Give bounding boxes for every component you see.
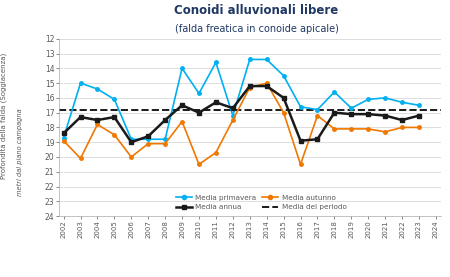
- Media annua: [281, 96, 286, 99]
- Media annua: [145, 135, 151, 138]
- Line: Media autunno: Media autunno: [62, 81, 421, 166]
- Media primavera: [61, 136, 66, 139]
- Media annua: [349, 112, 354, 116]
- Media primavera: [129, 138, 134, 141]
- Media autunno: [298, 163, 303, 166]
- Media annua: [264, 84, 270, 88]
- Media primavera: [180, 67, 185, 70]
- Media autunno: [332, 127, 337, 130]
- Media annua: [129, 140, 134, 144]
- Media primavera: [78, 81, 83, 85]
- Media annua: [365, 112, 371, 116]
- Media annua: [416, 114, 422, 117]
- Media primavera: [416, 104, 422, 107]
- Media autunno: [162, 142, 168, 145]
- Media primavera: [213, 61, 219, 64]
- Media autunno: [213, 151, 219, 154]
- Media annua: [298, 139, 303, 142]
- Media annua: [78, 116, 83, 119]
- Media primavera: [365, 98, 371, 101]
- Media primavera: [281, 74, 286, 77]
- Media primavera: [230, 114, 235, 117]
- Media annua: [399, 118, 405, 122]
- Media primavera: [332, 90, 337, 94]
- Media annua: [112, 116, 117, 119]
- Media autunno: [247, 86, 252, 89]
- Line: Media annua: Media annua: [62, 84, 421, 144]
- Media autunno: [196, 163, 202, 166]
- Media primavera: [95, 87, 100, 91]
- Media autunno: [349, 127, 354, 130]
- Media annua: [61, 132, 66, 135]
- Media autunno: [416, 126, 422, 129]
- Text: Profondità della falda (Soggiacenza): Profondità della falda (Soggiacenza): [1, 53, 8, 179]
- Media primavera: [315, 108, 320, 111]
- Media autunno: [399, 126, 405, 129]
- Media autunno: [145, 142, 151, 145]
- Media primavera: [247, 58, 252, 61]
- Media annua: [196, 111, 202, 114]
- Media annua: [382, 114, 388, 117]
- Media annua: [315, 138, 320, 141]
- Media annua: [180, 104, 185, 107]
- Media autunno: [315, 114, 320, 117]
- Media annua: [332, 111, 337, 114]
- Media primavera: [145, 138, 151, 141]
- Media autunno: [112, 133, 117, 137]
- Media del periodo: [78, 109, 83, 112]
- Media del periodo: [61, 109, 66, 112]
- Media annua: [213, 101, 219, 104]
- Media autunno: [95, 123, 100, 126]
- Media primavera: [162, 138, 168, 141]
- Media autunno: [180, 120, 185, 123]
- Text: Conoidi alluvionali libere: Conoidi alluvionali libere: [175, 4, 338, 17]
- Media annua: [95, 118, 100, 122]
- Media primavera: [112, 98, 117, 101]
- Media autunno: [78, 157, 83, 160]
- Media annua: [247, 84, 252, 88]
- Media annua: [230, 107, 235, 110]
- Media primavera: [399, 101, 405, 104]
- Line: Media primavera: Media primavera: [62, 58, 421, 141]
- Media autunno: [264, 81, 270, 85]
- Media primavera: [349, 107, 354, 110]
- Legend: Media primavera, Media annua, Media autunno, Media del periodo: Media primavera, Media annua, Media autu…: [174, 193, 349, 212]
- Text: (falda freatica in conoide apicale): (falda freatica in conoide apicale): [175, 24, 338, 34]
- Media annua: [162, 118, 168, 122]
- Media autunno: [281, 111, 286, 114]
- Media autunno: [382, 130, 388, 134]
- Media primavera: [298, 105, 303, 108]
- Text: metri dal piano campagna: metri dal piano campagna: [17, 109, 23, 196]
- Media autunno: [365, 127, 371, 130]
- Media autunno: [230, 118, 235, 122]
- Media primavera: [382, 96, 388, 99]
- Media primavera: [196, 92, 202, 95]
- Media autunno: [129, 155, 134, 159]
- Media autunno: [61, 139, 66, 142]
- Media primavera: [264, 58, 270, 61]
